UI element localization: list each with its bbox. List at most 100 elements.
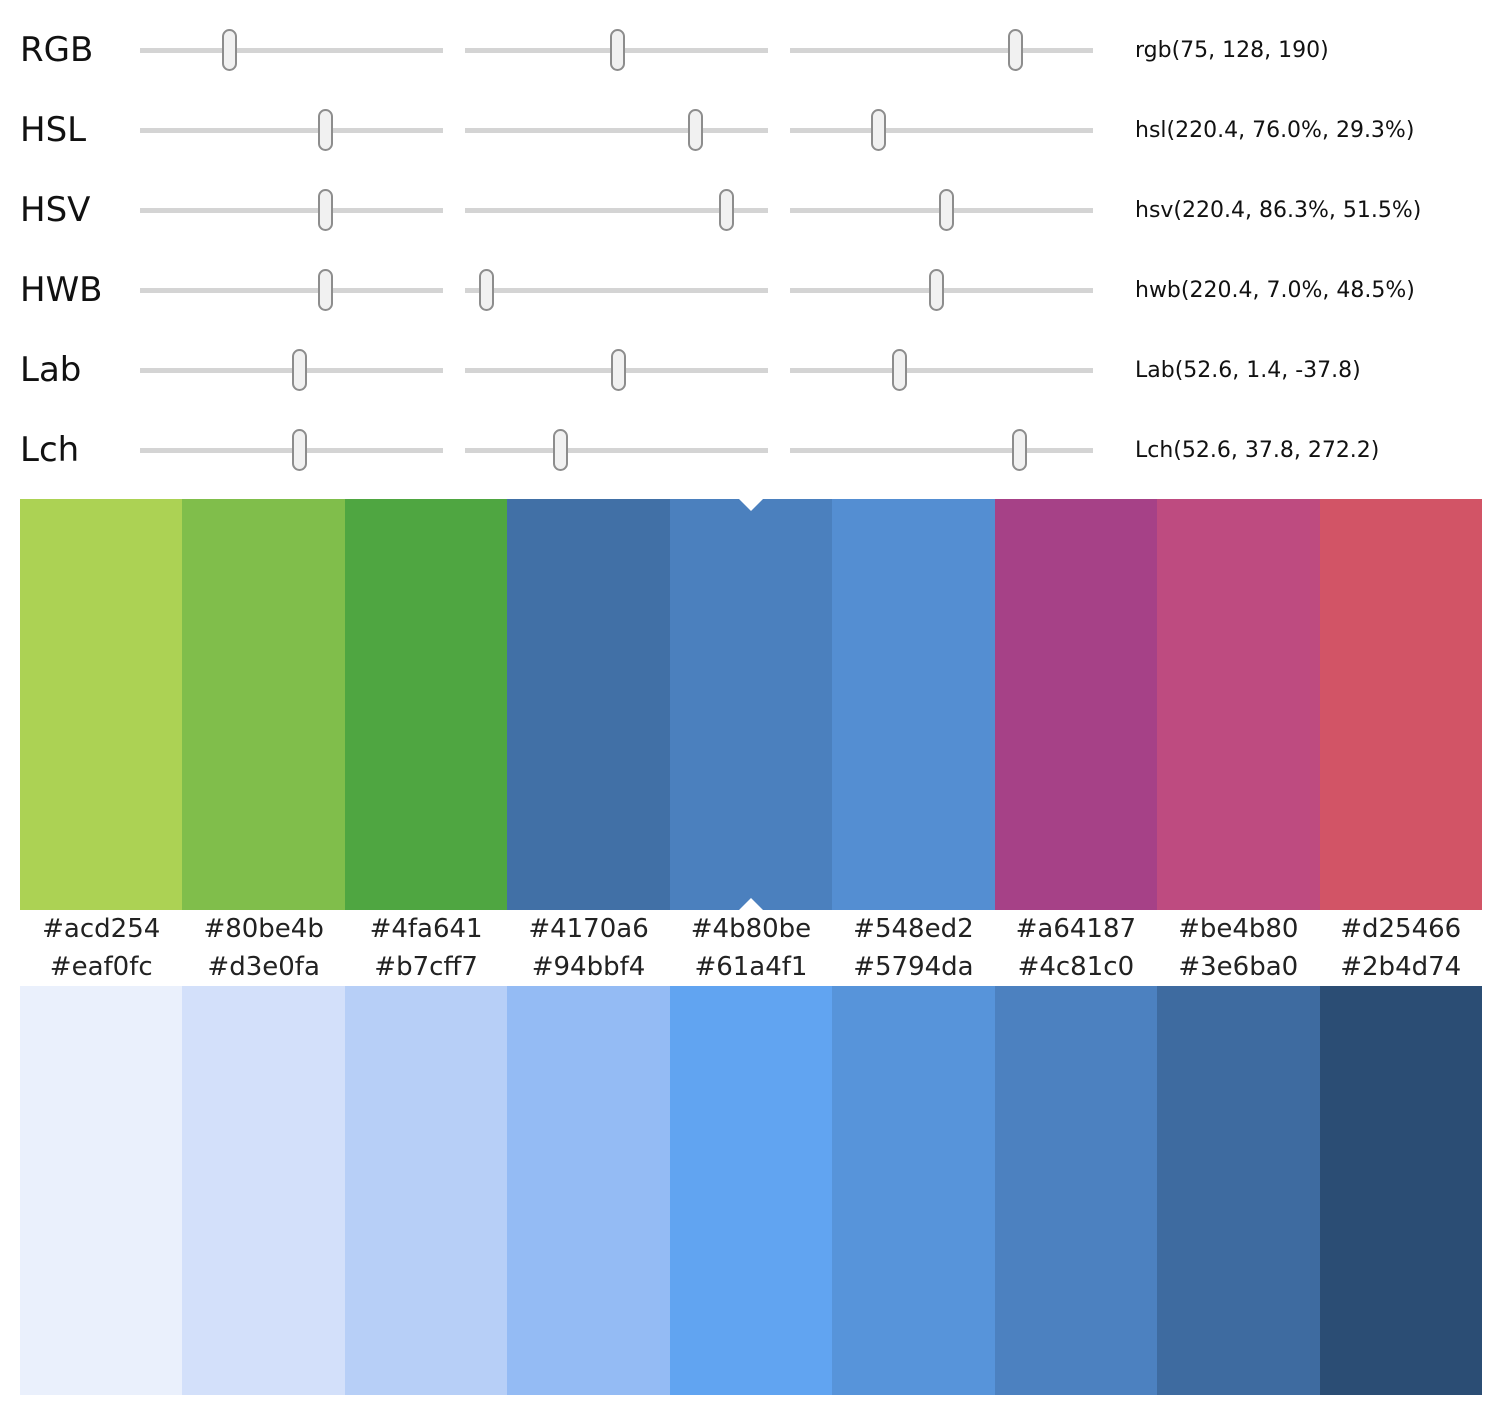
slider-thumb[interactable] (687, 109, 703, 151)
slider-track[interactable] (790, 47, 1093, 53)
slider-hwb-1[interactable] (465, 250, 768, 330)
slider-hwb-2[interactable] (790, 250, 1093, 330)
swatch-b7cff7[interactable] (344, 986, 508, 1395)
slider-track[interactable] (140, 367, 443, 373)
swatch-acd254[interactable] (20, 499, 183, 910)
slider-thumb[interactable] (478, 269, 494, 311)
slider-row-hsv: HSV hsv(220.4, 86.3%, 51.5%) (0, 170, 1501, 250)
selection-notch-bottom (738, 898, 763, 910)
slider-lch-0[interactable] (140, 410, 443, 490)
palette-bottom (20, 986, 1482, 1395)
swatch-d25466[interactable] (1319, 499, 1482, 910)
swatch-5794da[interactable] (832, 986, 995, 1395)
palette-top (20, 499, 1482, 910)
slider-row-lch: Lch Lch(52.6, 37.8, 272.2) (0, 410, 1501, 490)
slider-thumb[interactable] (938, 189, 954, 231)
slider-thumb[interactable] (292, 349, 308, 391)
slider-track[interactable] (790, 127, 1093, 133)
slider-row-label: HWB (20, 270, 103, 310)
swatch-4170a6[interactable] (507, 499, 670, 910)
swatch-eaf0fc[interactable] (20, 986, 183, 1395)
slider-thumb[interactable] (871, 109, 887, 151)
slider-section: RGB rgb(75, 128, 190) HSL hsl(220.4, 76.0%,… (0, 0, 1501, 490)
slider-row-label: HSV (20, 190, 91, 230)
swatch-4c81c0[interactable] (994, 986, 1158, 1395)
slider-row-label: Lab (20, 350, 82, 390)
slider-thumb[interactable] (221, 29, 237, 71)
slider-row-lab: Lab Lab(52.6, 1.4, -37.8) (0, 330, 1501, 410)
slider-row-label: Lch (20, 430, 80, 470)
slider-track[interactable] (465, 287, 768, 293)
swatch-61a4f1[interactable] (669, 986, 833, 1395)
slider-hsv-0[interactable] (140, 170, 443, 250)
slider-track[interactable] (140, 127, 443, 133)
slider-thumb[interactable] (292, 429, 308, 471)
swatch-4fa641[interactable] (344, 499, 508, 910)
slider-track[interactable] (465, 127, 768, 133)
slider-rgb-0[interactable] (140, 10, 443, 90)
slider-hsv-1[interactable] (465, 170, 768, 250)
slider-rgb-2[interactable] (790, 10, 1093, 90)
slider-lch-1[interactable] (465, 410, 768, 490)
slider-lab-1[interactable] (465, 330, 768, 410)
swatch-94bbf4[interactable] (507, 986, 670, 1395)
slider-thumb[interactable] (929, 269, 945, 311)
slider-track[interactable] (465, 447, 768, 453)
slider-value: rgb(75, 128, 190) (1135, 37, 1329, 63)
swatch-d3e0fa[interactable] (182, 986, 345, 1395)
swatch-80be4b[interactable] (182, 499, 345, 910)
hex-label: #80be4b (203, 914, 324, 944)
slider-value: hsv(220.4, 86.3%, 51.5%) (1135, 197, 1422, 223)
slider-hsv-2[interactable] (790, 170, 1093, 250)
swatch-548ed2[interactable] (832, 499, 995, 910)
swatch-be4b80[interactable] (1157, 499, 1320, 910)
swatch-3e6ba0[interactable] (1157, 986, 1320, 1395)
slider-value: hsl(220.4, 76.0%, 29.3%) (1135, 117, 1415, 143)
slider-thumb[interactable] (317, 109, 333, 151)
swatch-2b4d74[interactable] (1319, 986, 1482, 1395)
hex-label: #548ed2 (853, 914, 974, 944)
hex-labels-bottom: #eaf0fc #d3e0fa #b7cff7 #94bbf4 #61a4f1 #5794… (20, 948, 1482, 986)
slider-hsl-0[interactable] (140, 90, 443, 170)
selection-notch-top (738, 499, 763, 511)
slider-thumb[interactable] (317, 269, 333, 311)
slider-thumb[interactable] (718, 189, 734, 231)
slider-hsl-1[interactable] (465, 90, 768, 170)
slider-row-hsl: HSL hsl(220.4, 76.0%, 29.3%) (0, 90, 1501, 170)
slider-thumb[interactable] (552, 429, 568, 471)
slider-track[interactable] (465, 207, 768, 213)
swatch-a64187[interactable] (994, 499, 1158, 910)
slider-track[interactable] (140, 207, 443, 213)
slider-thumb[interactable] (891, 349, 907, 391)
slider-lab-0[interactable] (140, 330, 443, 410)
hex-label: #61a4f1 (694, 952, 808, 982)
slider-thumb[interactable] (1011, 429, 1027, 471)
slider-row-label: RGB (20, 30, 94, 70)
slider-track[interactable] (140, 287, 443, 293)
hex-label: #a64187 (1015, 914, 1137, 944)
slider-value: Lab(52.6, 1.4, -37.8) (1135, 357, 1361, 383)
hex-label: #5794da (853, 952, 974, 982)
slider-hwb-0[interactable] (140, 250, 443, 330)
slider-row-rgb: RGB rgb(75, 128, 190) (0, 10, 1501, 90)
hex-label: #4c81c0 (1017, 952, 1135, 982)
slider-thumb[interactable] (317, 189, 333, 231)
hex-label: #4fa641 (369, 914, 483, 944)
slider-track[interactable] (140, 47, 443, 53)
slider-track[interactable] (140, 447, 443, 453)
hex-label: #b7cff7 (374, 952, 478, 982)
slider-hsl-2[interactable] (790, 90, 1093, 170)
slider-thumb[interactable] (609, 29, 625, 71)
slider-lab-2[interactable] (790, 330, 1093, 410)
hex-label: #d25466 (1340, 914, 1462, 944)
slider-thumb[interactable] (611, 349, 627, 391)
slider-rgb-1[interactable] (465, 10, 768, 90)
hex-label: #3e6ba0 (1178, 952, 1299, 982)
hex-label: #eaf0fc (49, 952, 153, 982)
slider-lch-2[interactable] (790, 410, 1093, 490)
slider-track[interactable] (790, 367, 1093, 373)
slider-track[interactable] (790, 447, 1093, 453)
slider-thumb[interactable] (1008, 29, 1024, 71)
swatch-4b80be[interactable] (669, 499, 833, 910)
hex-label: #94bbf4 (531, 952, 646, 982)
